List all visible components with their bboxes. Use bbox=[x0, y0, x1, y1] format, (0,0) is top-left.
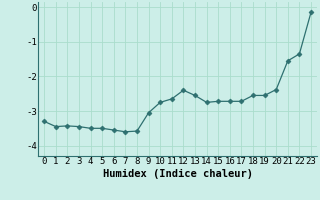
X-axis label: Humidex (Indice chaleur): Humidex (Indice chaleur) bbox=[103, 169, 252, 179]
